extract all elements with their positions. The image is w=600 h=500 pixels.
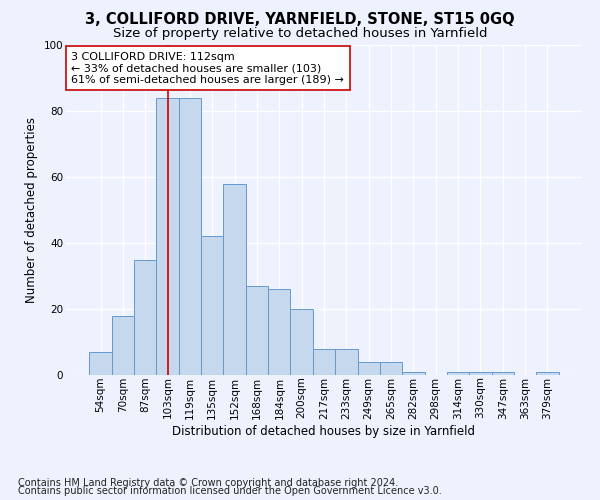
- Text: Size of property relative to detached houses in Yarnfield: Size of property relative to detached ho…: [113, 28, 487, 40]
- Bar: [201, 236, 223, 375]
- Text: 3, COLLIFORD DRIVE, YARNFIELD, STONE, ST15 0GQ: 3, COLLIFORD DRIVE, YARNFIELD, STONE, ST…: [85, 12, 515, 28]
- Text: Contains public sector information licensed under the Open Government Licence v3: Contains public sector information licen…: [18, 486, 442, 496]
- Text: Contains HM Land Registry data © Crown copyright and database right 2024.: Contains HM Land Registry data © Crown c…: [18, 478, 398, 488]
- Bar: [246, 286, 268, 375]
- Bar: [536, 372, 559, 375]
- Bar: [157, 98, 179, 375]
- Bar: [335, 348, 358, 375]
- X-axis label: Distribution of detached houses by size in Yarnfield: Distribution of detached houses by size …: [173, 426, 476, 438]
- Bar: [313, 348, 335, 375]
- Y-axis label: Number of detached properties: Number of detached properties: [25, 117, 38, 303]
- Bar: [112, 316, 134, 375]
- Bar: [447, 372, 469, 375]
- Text: 3 COLLIFORD DRIVE: 112sqm
← 33% of detached houses are smaller (103)
61% of semi: 3 COLLIFORD DRIVE: 112sqm ← 33% of detac…: [71, 52, 344, 85]
- Bar: [380, 362, 402, 375]
- Bar: [402, 372, 425, 375]
- Bar: [134, 260, 157, 375]
- Bar: [469, 372, 491, 375]
- Bar: [268, 289, 290, 375]
- Bar: [223, 184, 246, 375]
- Bar: [358, 362, 380, 375]
- Bar: [491, 372, 514, 375]
- Bar: [179, 98, 201, 375]
- Bar: [89, 352, 112, 375]
- Bar: [290, 309, 313, 375]
